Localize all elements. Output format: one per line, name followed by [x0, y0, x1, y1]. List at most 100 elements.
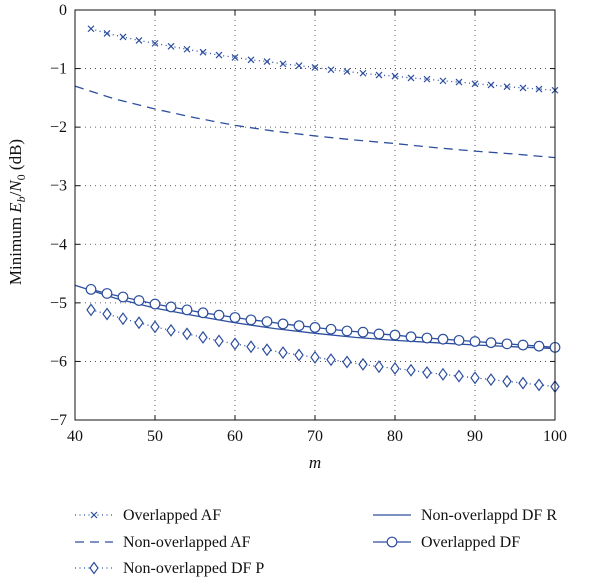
data-point [391, 72, 399, 80]
x-marker-stroke [135, 37, 143, 44]
data-point [517, 339, 529, 351]
x-marker-stroke [199, 48, 207, 56]
data-point [310, 350, 320, 364]
x-marker-stroke [311, 63, 319, 71]
data-point [199, 48, 207, 56]
data-point [453, 334, 465, 346]
data-point [183, 45, 191, 53]
x-tick-label: 90 [467, 428, 483, 445]
series-line [90, 288, 556, 349]
series-5 [85, 283, 561, 353]
data-point [341, 325, 353, 337]
data-point [231, 54, 239, 61]
legend-label: Non-overlapped DF P [123, 560, 264, 577]
data-point [327, 66, 335, 74]
data-point [85, 283, 97, 295]
data-point [294, 348, 304, 362]
series-1 [87, 25, 559, 94]
data-point [485, 337, 497, 349]
data-point [246, 340, 256, 354]
data-point [182, 327, 192, 341]
data-point [405, 331, 417, 343]
data-point [438, 367, 448, 381]
series-4 [74, 284, 556, 350]
legend-marker [90, 511, 98, 519]
x-marker-stroke [103, 30, 111, 37]
series-3 [86, 303, 560, 394]
y-axis-ticks: −7 −6 −5 −4 −3 −2 −1 0 [50, 2, 555, 429]
x-marker-stroke [151, 39, 159, 47]
data-point [469, 336, 481, 347]
legend-label: Overlapped DF [421, 534, 520, 551]
x-marker-stroke [215, 51, 223, 59]
data-point [213, 309, 225, 321]
data-point [279, 60, 287, 68]
legend-label: Non-overlappd DF R [421, 507, 557, 524]
series-line [74, 284, 556, 350]
x-tick-label: 60 [227, 428, 243, 445]
data-point [422, 366, 432, 380]
x-marker-stroke [391, 72, 399, 80]
legend-item: Overlapped AF [75, 507, 221, 524]
data-point [502, 374, 512, 388]
data-point [358, 357, 368, 371]
x-marker-stroke [375, 71, 383, 79]
x-marker-stroke [423, 75, 431, 83]
data-point [181, 304, 193, 316]
x-marker-stroke [87, 25, 95, 33]
y-axis-label-n: N [6, 179, 25, 193]
x-marker-stroke [519, 84, 527, 92]
y-axis-label-slash: / [6, 191, 25, 196]
data-point [375, 71, 383, 79]
data-point [407, 74, 415, 82]
y-tick-label: −6 [50, 353, 67, 370]
x-marker-stroke [535, 85, 543, 93]
x-tick-label: 80 [387, 428, 403, 445]
data-point [535, 85, 543, 93]
data-point [133, 295, 145, 306]
x-marker-stroke [407, 74, 415, 82]
legend-label: Overlapped AF [123, 507, 221, 524]
x-marker-stroke [167, 42, 175, 50]
data-point [486, 373, 496, 387]
data-point [101, 288, 113, 299]
data-point [86, 303, 96, 317]
x-marker-stroke [343, 68, 351, 75]
data-point [487, 81, 495, 89]
x-marker-stroke [359, 69, 367, 77]
series-2 [74, 85, 556, 159]
data-point [455, 78, 463, 86]
data-point [406, 363, 416, 377]
series-line [90, 309, 556, 388]
y-tick-label: −1 [50, 61, 67, 78]
x-marker-stroke [295, 62, 303, 70]
data-point [534, 378, 544, 392]
data-point [118, 312, 128, 326]
x-marker-stroke [439, 77, 447, 85]
y-tick-label: −7 [50, 412, 67, 429]
data-point [103, 30, 111, 37]
data-point [471, 80, 479, 88]
data-point [454, 369, 464, 383]
legend-marker [89, 561, 99, 575]
y-axis-label-prefix: Minimum [6, 213, 25, 285]
x-marker-stroke [90, 511, 98, 519]
data-point [102, 307, 112, 321]
legend-label: Non-overlapped AF [123, 534, 251, 551]
y-tick-label: 0 [59, 2, 67, 19]
data-point [373, 328, 385, 340]
legend-item: Non-overlapped DF P [75, 560, 264, 577]
data-point [374, 360, 384, 374]
x-marker-stroke [471, 80, 479, 88]
data-point [503, 83, 511, 91]
data-point [167, 42, 175, 50]
data-point [343, 68, 351, 75]
data-point [390, 361, 400, 375]
x-tick-label: 70 [307, 428, 323, 445]
data-point [278, 346, 288, 360]
data-point [229, 312, 241, 323]
data-point [293, 320, 305, 332]
legend: Overlapped AF Non-overlappd DF R Non-overl… [75, 507, 557, 577]
data-point [439, 77, 447, 85]
y-tick-label: −5 [50, 295, 67, 312]
